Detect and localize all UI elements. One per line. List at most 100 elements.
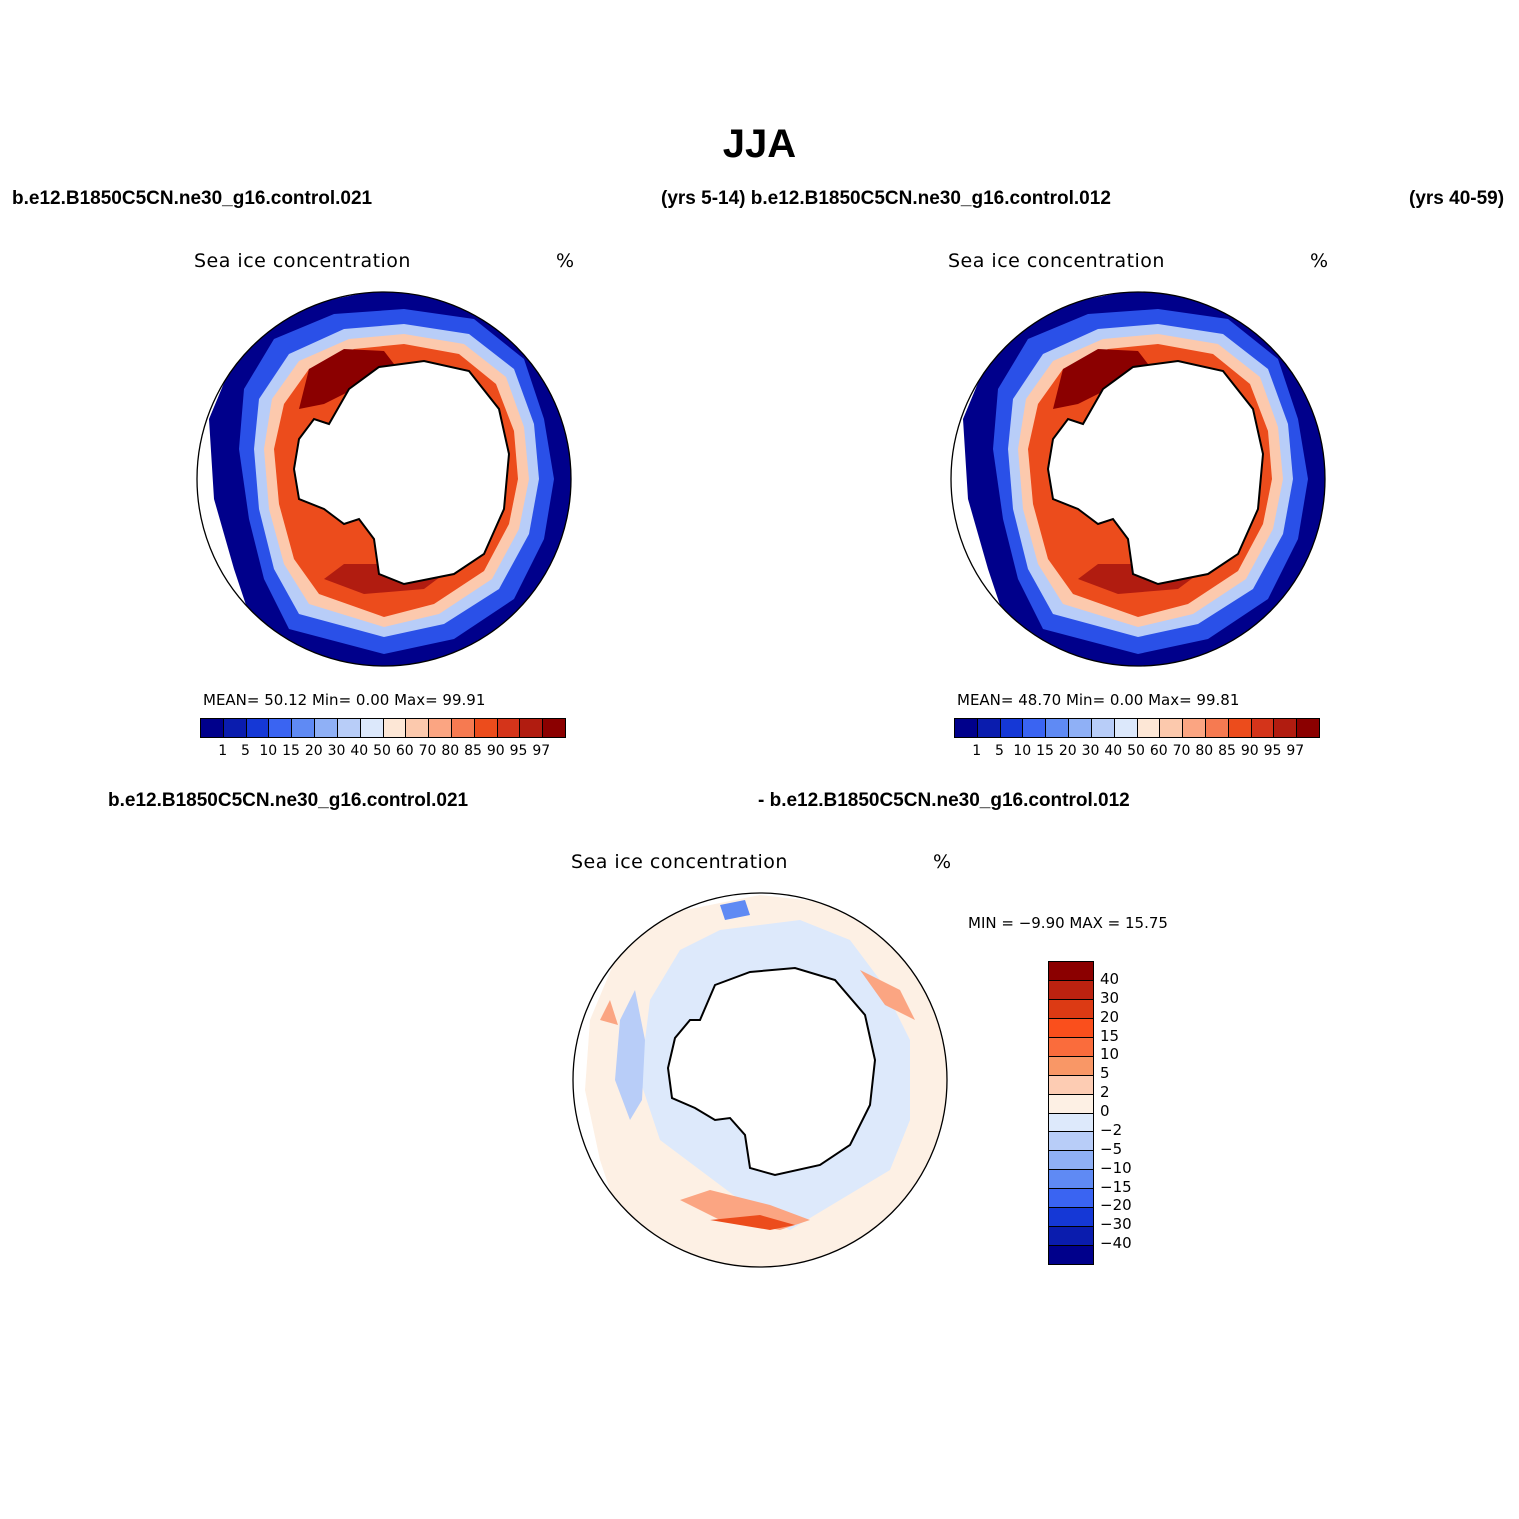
panel2-colorbar-swatch [1091, 719, 1115, 737]
panel2-colorbar-labels: 1 5 10 15 20 30 40 50 60 70 80 85 90 95 97 [954, 743, 1320, 761]
panel3-colorbar-swatch [1049, 1227, 1093, 1247]
panel1-colorbar-swatch [337, 719, 361, 737]
panel3-colorbar-swatch [1049, 1075, 1093, 1095]
panel1-colorbar-tick-label: 1 [218, 743, 228, 759]
panel2-colorbar-swatch [1137, 719, 1161, 737]
panel3-variable-title: Sea ice concentration [571, 851, 788, 873]
panel1-colorbar-tick-label: 95 [509, 743, 528, 759]
panel3-colorbar-tick-label: −20 [1100, 1196, 1132, 1215]
panel2-colorbar-swatch [1160, 719, 1184, 737]
panel1-colorbar-swatch [246, 719, 270, 737]
panel1-colorbar-tick-label: 70 [418, 743, 437, 759]
panel2-colorbar-swatch [1205, 719, 1229, 737]
panel1-colorbar-swatch [543, 719, 565, 737]
panel2-polar-map [950, 291, 1326, 667]
panel1-colorbar-swatch [201, 719, 224, 737]
panel1-colorbar-tick-label: 15 [282, 743, 300, 759]
panel3-colorbar-tick-label: −5 [1100, 1139, 1123, 1158]
panel1-colorbar-swatch [497, 719, 521, 737]
panel3-colorbar-tick-label: 20 [1100, 1007, 1120, 1026]
panel2-colorbar-swatch [1023, 719, 1047, 737]
panel2-colorbar-swatch [1274, 719, 1298, 737]
top-middle-run-label: (yrs 5-14) b.e12.B1850C5CN.ne30_g16.cont… [661, 188, 1111, 209]
panel2-stats: MEAN= 48.70 Min= 0.00 Max= 99.81 [957, 691, 1240, 709]
panel3-colorbar-tick-label: 2 [1100, 1083, 1110, 1102]
panel3-colorbar-tick-label: 15 [1100, 1026, 1120, 1045]
panel1-colorbar-tick-label: 5 [241, 743, 250, 759]
panel3-units: % [933, 851, 952, 873]
panel2-colorbar-swatch [1069, 719, 1092, 737]
panel3-colorbar-swatch [1049, 1037, 1093, 1057]
panel3-colorbar-swatch [1049, 1189, 1093, 1209]
panel1-colorbar-tick-label: 10 [259, 743, 278, 759]
panel3-colorbar-labels: 40 30 20 15 10 5 2 0 −2 −5 −10 −15 −20 −30 −40 [1100, 961, 1160, 1263]
panel1-colorbar-swatch [451, 719, 475, 737]
panel3-colorbar-tick-label: −40 [1100, 1234, 1132, 1253]
panel3-stats: MIN = −9.90 MAX = 15.75 [968, 914, 1168, 932]
panel2-colorbar-tick-label: 95 [1263, 743, 1282, 759]
panel3-colorbar-swatch [1049, 1170, 1093, 1190]
panel3-colorbar-swatch [1049, 1246, 1093, 1264]
panel1-colorbar-swatch [520, 719, 544, 737]
panel2-colorbar-swatch [1183, 719, 1206, 737]
panel1-colorbar-tick-label: 40 [350, 743, 369, 759]
panel2-colorbar-swatch [1228, 719, 1252, 737]
panel3-colorbar-swatch [1049, 1113, 1093, 1133]
panel2-colorbar-tick-label: 90 [1240, 743, 1259, 759]
panel3-colorbar-tick-label: −30 [1100, 1215, 1132, 1234]
panel1-colorbar-swatch [269, 719, 293, 737]
panel1-colorbar-tick-label: 50 [373, 743, 391, 759]
panel1-colorbar-swatch [292, 719, 316, 737]
panel3-colorbar-swatch [1049, 999, 1093, 1019]
panel3-colorbar-swatch [1049, 1018, 1093, 1038]
panel2-colorbar-tick-label: 5 [995, 743, 1004, 759]
panel1-colorbar-tick-label: 80 [441, 743, 460, 759]
panel2-colorbar-tick-label: 70 [1172, 743, 1191, 759]
panel3-colorbar-swatch [1049, 1208, 1093, 1228]
panel3-colorbar-swatch [1049, 1151, 1093, 1171]
panel3-colorbar-swatch [1049, 1056, 1093, 1076]
top-left-run-label: b.e12.B1850C5CN.ne30_g16.control.021 [12, 188, 373, 209]
panel1-colorbar-tick-label: 60 [395, 743, 414, 759]
panel3-polar-map [572, 892, 948, 1268]
panel3-colorbar-tick-label: −2 [1100, 1120, 1123, 1139]
panel3-colorbar-tick-label: 30 [1100, 988, 1120, 1007]
panel2-colorbar-tick-label: 10 [1013, 743, 1032, 759]
panel3-colorbar-tick-label: −15 [1100, 1177, 1132, 1196]
panel2-colorbar-tick-label: 85 [1218, 743, 1236, 759]
panel1-colorbar-swatch [474, 719, 498, 737]
panel1-colorbar-tick-label: 90 [486, 743, 505, 759]
panel1-colorbar [200, 718, 566, 738]
panel2-colorbar-tick-label: 20 [1058, 743, 1077, 759]
panel2-units: % [1310, 250, 1329, 272]
panel2-variable-title: Sea ice concentration [948, 250, 1165, 272]
panel1-stats: MEAN= 50.12 Min= 0.00 Max= 99.91 [203, 691, 486, 709]
figure-title: JJA [722, 122, 797, 166]
panel1-colorbar-tick-label: 30 [327, 743, 346, 759]
panel1-colorbar-labels: 1 5 10 15 20 30 40 50 60 70 80 85 90 95 97 [200, 743, 566, 761]
panel1-colorbar-swatch [223, 719, 247, 737]
panel2-colorbar-swatch [977, 719, 1001, 737]
panel3-colorbar-tick-label: 0 [1100, 1102, 1110, 1120]
panel2-colorbar-swatch [955, 719, 978, 737]
panel2-colorbar-tick-label: 97 [1286, 743, 1305, 759]
panel2-colorbar-swatch [1297, 719, 1319, 737]
panel1-polar-map [196, 291, 572, 667]
panel1-colorbar-swatch [360, 719, 384, 737]
panel2-colorbar-tick-label: 60 [1149, 743, 1168, 759]
panel2-colorbar-tick-label: 15 [1036, 743, 1054, 759]
panel2-colorbar-tick-label: 40 [1104, 743, 1123, 759]
panel2-colorbar-swatch [1046, 719, 1070, 737]
panel2-colorbar [954, 718, 1320, 738]
panel3-colorbar-swatch [1049, 1094, 1093, 1114]
panel1-colorbar-tick-label: 85 [464, 743, 482, 759]
panel1-colorbar-tick-label: 20 [304, 743, 323, 759]
panel3-colorbar-tick-label: 40 [1100, 969, 1120, 988]
panel2-colorbar-tick-label: 50 [1127, 743, 1145, 759]
panel3-colorbar-swatch [1049, 962, 1093, 981]
bottom-left-run-label: b.e12.B1850C5CN.ne30_g16.control.021 [108, 790, 469, 811]
panel1-colorbar-swatch [429, 719, 452, 737]
panel1-variable-title: Sea ice concentration [194, 250, 411, 272]
panel3-colorbar-swatch [1049, 1132, 1093, 1152]
panel1-colorbar-swatch [406, 719, 430, 737]
